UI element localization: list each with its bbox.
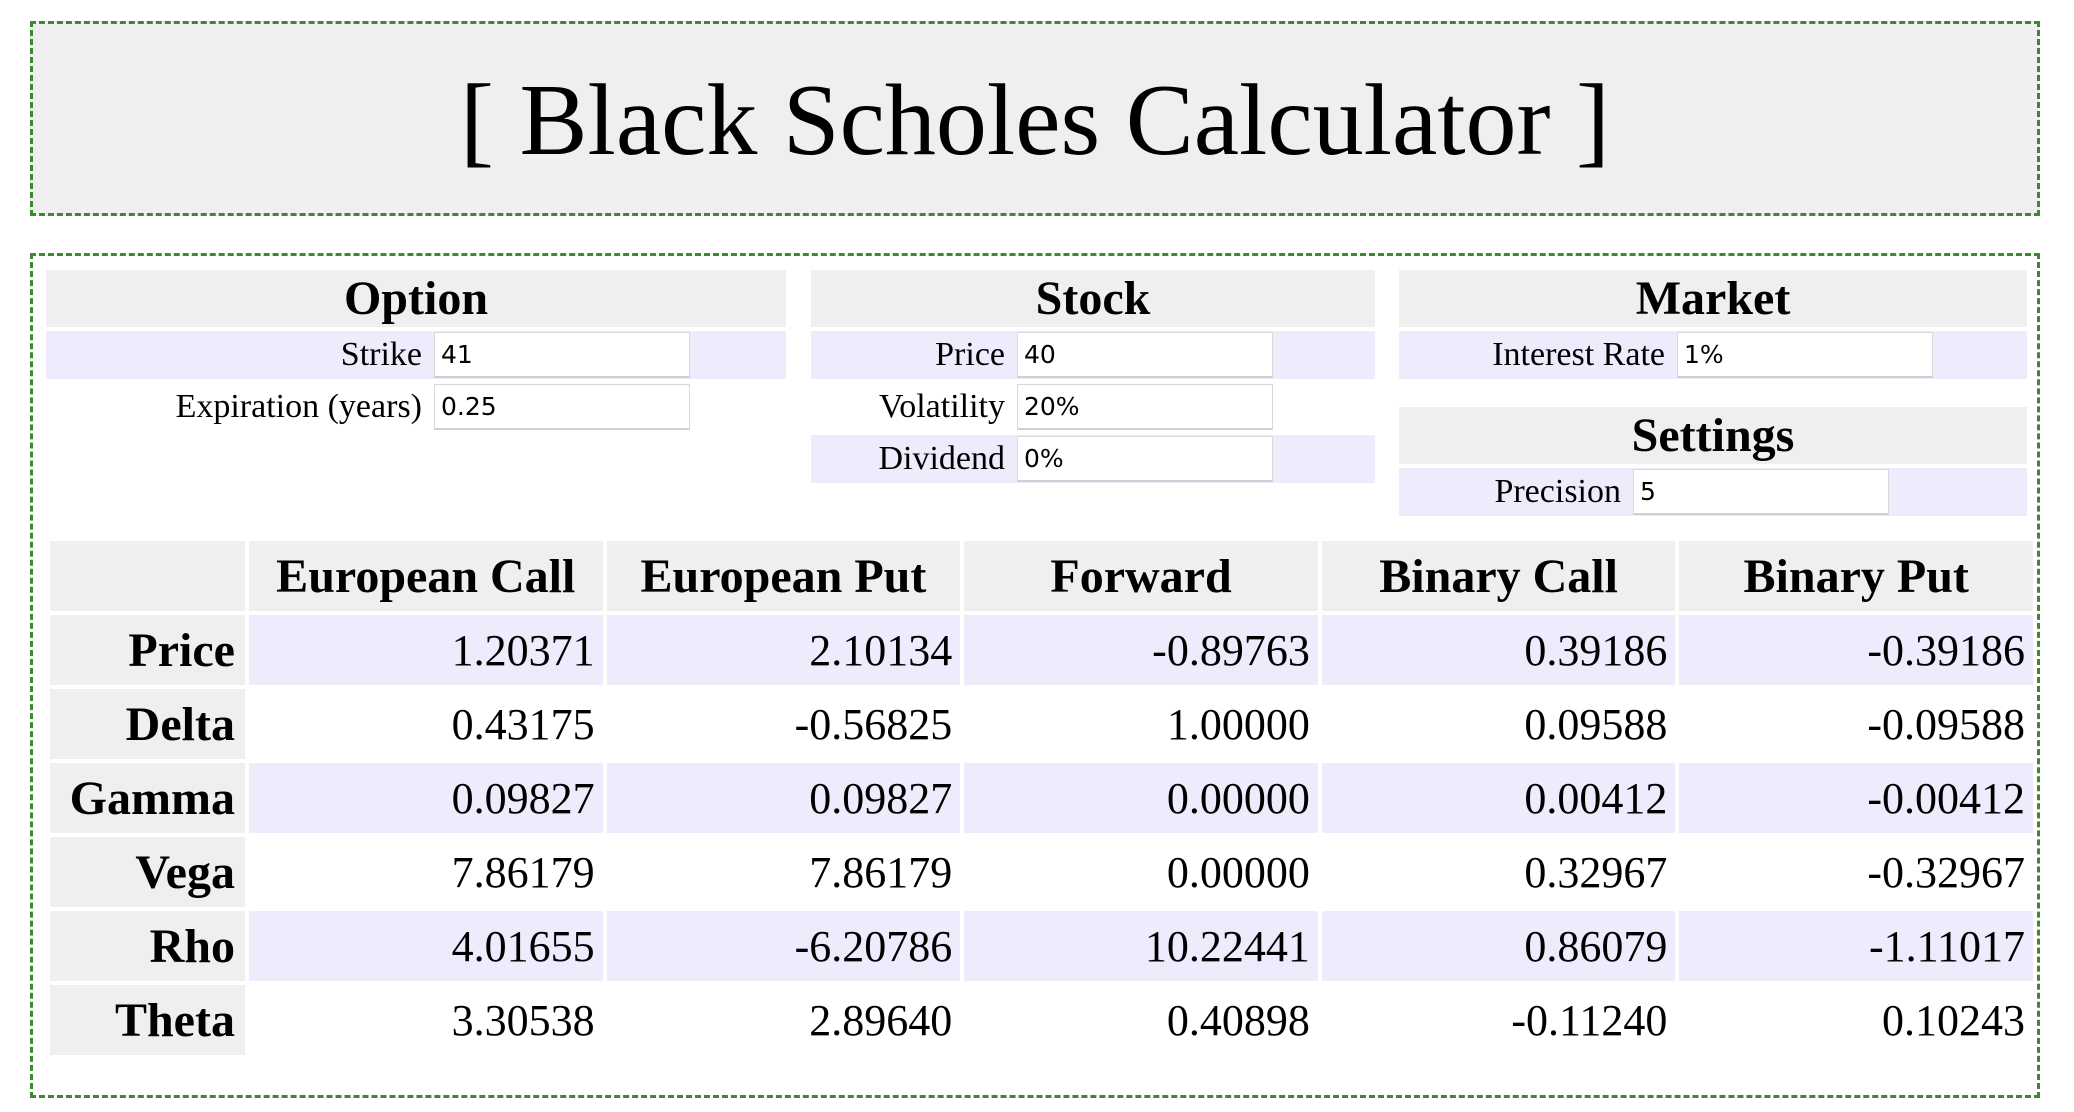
table-cell: 0.09827 <box>606 763 961 833</box>
stock-panel: Stock Price Volatility Dividend <box>811 270 1375 483</box>
settings-panel-title: Settings <box>1399 407 2027 464</box>
settings-panel: Settings Precision <box>1399 407 2027 516</box>
strike-input[interactable] <box>434 332 690 378</box>
table-row: Vega 7.86179 7.86179 0.00000 0.32967 -0.… <box>50 837 2033 907</box>
table-cell: -0.09588 <box>1867 699 2025 749</box>
expiration-row: Expiration (years) <box>46 383 786 431</box>
column-header: Forward <box>964 541 1318 611</box>
market-panel: Market Interest Rate <box>1399 270 2027 379</box>
results-header-row: European Call European Put Forward Binar… <box>50 541 2033 611</box>
row-label: Rho <box>50 911 245 981</box>
table-cell: 0.00000 <box>964 763 1318 833</box>
table-cell: 0.43175 <box>451 699 595 749</box>
table-row: Theta 3.30538 2.89640 0.40898 -0.11240 0… <box>50 985 2033 1055</box>
table-cell: 7.86179 <box>809 847 953 897</box>
table-cell: -6.20786 <box>606 911 961 981</box>
expiration-label: Expiration (years) <box>175 388 422 425</box>
strike-label: Strike <box>340 336 422 373</box>
interest-rate-label: Interest Rate <box>1492 336 1665 373</box>
interest-rate-input[interactable] <box>1677 332 1933 378</box>
table-cell: 0.00000 <box>1166 847 1310 897</box>
row-label: Gamma <box>50 763 245 833</box>
column-header: European Put <box>606 541 961 611</box>
table-cell: 1.00000 <box>1166 699 1310 749</box>
table-cell: 0.39186 <box>1321 615 1676 685</box>
title-banner: [ Black Scholes Calculator ] <box>30 21 2040 216</box>
table-cell: -0.32967 <box>1867 847 2025 897</box>
column-header: Binary Put <box>1679 541 2033 611</box>
page-title: [ Black Scholes Calculator ] <box>460 63 1610 177</box>
table-cell: 3.30538 <box>451 995 595 1045</box>
table-row: Gamma 0.09827 0.09827 0.00000 0.00412 -0… <box>50 763 2033 833</box>
table-row: Price 1.20371 2.10134 -0.89763 0.39186 -… <box>50 615 2033 685</box>
table-cell: 0.10243 <box>1882 995 2025 1045</box>
precision-row: Precision <box>1399 468 2027 516</box>
market-panel-title: Market <box>1399 270 2027 327</box>
table-cell: 1.20371 <box>248 615 603 685</box>
precision-label: Precision <box>1494 473 1621 510</box>
table-row: Delta 0.43175 -0.56825 1.00000 0.09588 -… <box>50 689 2033 759</box>
row-label: Theta <box>50 985 245 1055</box>
row-label: Price <box>50 615 245 685</box>
table-cell: 10.22441 <box>964 911 1318 981</box>
table-cell: 4.01655 <box>248 911 603 981</box>
table-cell: 2.89640 <box>809 995 953 1045</box>
table-cell: 7.86179 <box>451 847 595 897</box>
dividend-row: Dividend <box>811 435 1375 483</box>
table-cell: -0.39186 <box>1679 615 2033 685</box>
volatility-input[interactable] <box>1017 384 1273 430</box>
table-cell: -0.89763 <box>964 615 1318 685</box>
table-row: Rho 4.01655 -6.20786 10.22441 0.86079 -1… <box>50 911 2033 981</box>
table-cell: 0.32967 <box>1524 847 1668 897</box>
volatility-row: Volatility <box>811 383 1375 431</box>
column-header: Binary Call <box>1321 541 1676 611</box>
table-cell: 0.00412 <box>1321 763 1676 833</box>
table-cell: 0.09827 <box>248 763 603 833</box>
volatility-label: Volatility <box>879 388 1005 425</box>
calculator-panel: Option Strike Expiration (years) Stock P… <box>30 253 2040 1098</box>
row-label: Vega <box>50 837 245 907</box>
row-label: Delta <box>50 689 245 759</box>
dividend-input[interactable] <box>1017 436 1273 482</box>
option-panel: Option Strike Expiration (years) <box>46 270 786 431</box>
stock-price-row: Price <box>811 331 1375 379</box>
results-corner-cell <box>50 541 245 611</box>
stock-price-label: Price <box>935 336 1005 373</box>
results-table: European Call European Put Forward Binar… <box>46 537 2037 1059</box>
table-cell: 2.10134 <box>606 615 961 685</box>
dividend-label: Dividend <box>878 440 1005 477</box>
expiration-input[interactable] <box>434 384 690 430</box>
interest-rate-row: Interest Rate <box>1399 331 2027 379</box>
table-cell: -0.11240 <box>1511 995 1668 1045</box>
table-cell: -1.11017 <box>1679 911 2033 981</box>
option-panel-title: Option <box>46 270 786 327</box>
table-cell: -0.00412 <box>1679 763 2033 833</box>
table-cell: 0.40898 <box>1166 995 1310 1045</box>
precision-input[interactable] <box>1633 469 1889 515</box>
stock-price-input[interactable] <box>1017 332 1273 378</box>
strike-row: Strike <box>46 331 786 379</box>
table-cell: 0.86079 <box>1321 911 1676 981</box>
stock-panel-title: Stock <box>811 270 1375 327</box>
table-cell: -0.56825 <box>794 699 953 749</box>
table-cell: 0.09588 <box>1524 699 1668 749</box>
column-header: European Call <box>248 541 603 611</box>
